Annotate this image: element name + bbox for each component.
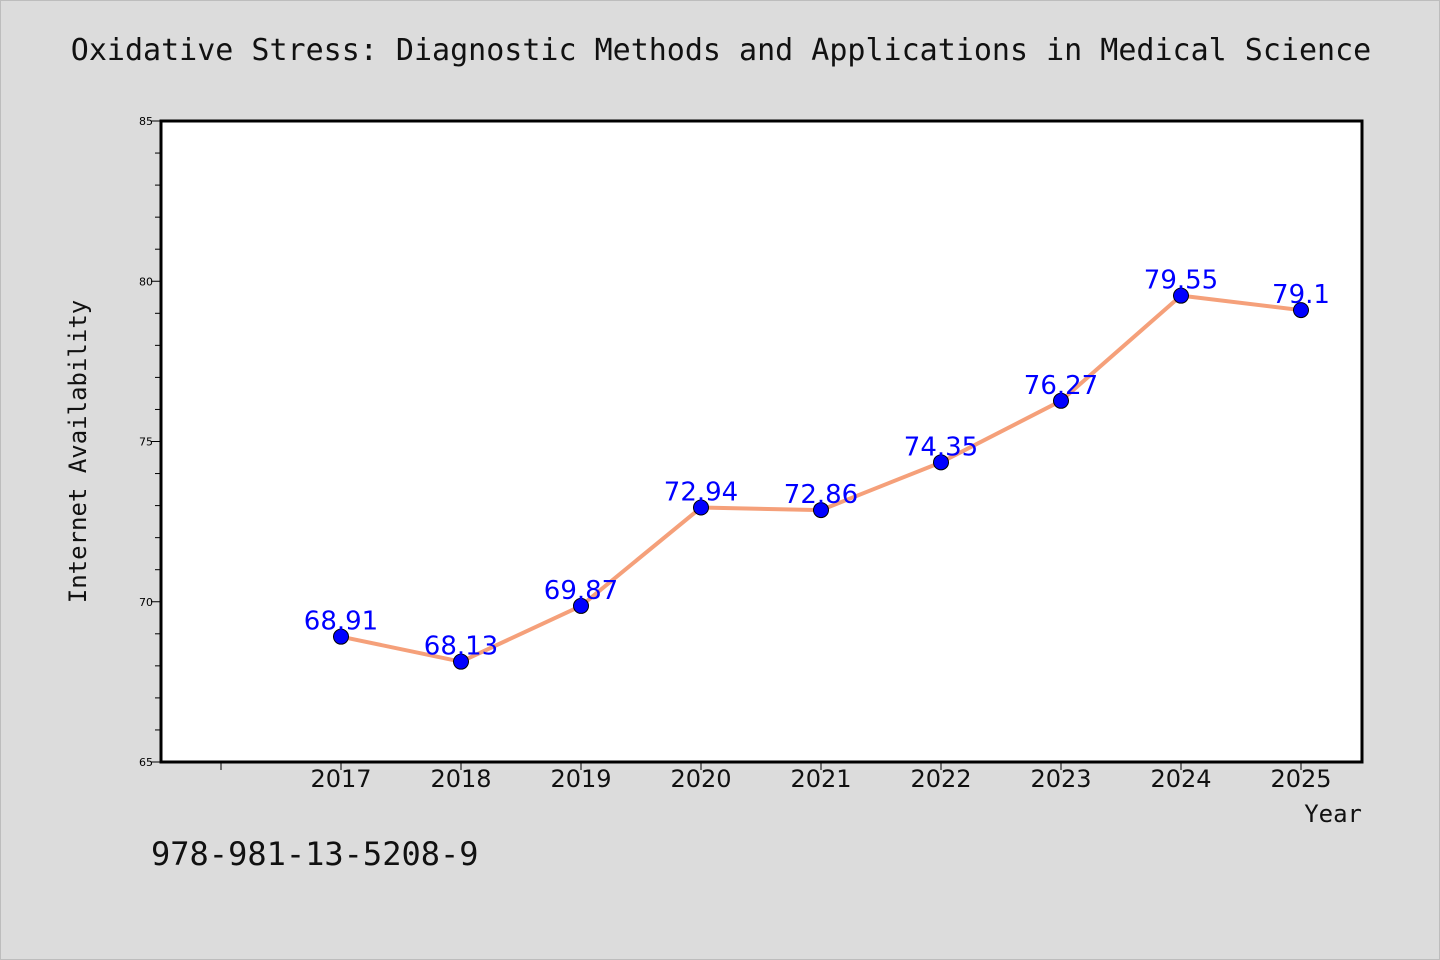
data-point [813,502,829,519]
data-label: 79.1 [1272,280,1330,310]
data-label: 68.91 [304,607,378,637]
x-tick-label: 2017 [310,765,371,793]
x-tick-label: 2018 [430,765,491,793]
data-label: 76.27 [1024,371,1098,401]
data-point [1293,302,1309,319]
data-point [693,499,709,516]
data-point [1053,392,1069,409]
x-axis-label: Year [1304,800,1362,828]
data-point [1173,287,1189,304]
data-point [573,597,589,614]
data-point [933,454,949,471]
chart-title: Oxidative Stress: Diagnostic Methods and… [70,33,1372,68]
data-label: 69.87 [544,576,618,606]
y-tick-label: 85 [139,115,153,128]
y-tick-label: 70 [139,596,153,609]
data-label: 68.13 [424,632,498,662]
data-label: 79.55 [1144,266,1218,296]
x-tick-label: 2025 [1270,765,1331,793]
y-tick-label: 65 [139,756,153,769]
data-label: 74.35 [904,432,978,462]
data-label: 72.94 [664,478,738,508]
x-tick-label: 2024 [1150,765,1211,793]
plot-area [159,119,1364,764]
data-point [453,653,469,670]
y-axis-label: Internet Availability [64,300,92,603]
y-tick-label: 80 [139,275,153,288]
y-tick-label: 75 [139,436,153,449]
x-tick-label: 2019 [550,765,611,793]
x-tick-label: 2020 [670,765,731,793]
data-label: 72.86 [784,480,858,510]
x-tick-label: 2022 [910,765,971,793]
x-tick-label: 2023 [1030,765,1091,793]
x-tick-label: 2021 [790,765,851,793]
isbn-text: 978-981-13-5208-9 [151,835,479,873]
data-point [333,628,349,645]
